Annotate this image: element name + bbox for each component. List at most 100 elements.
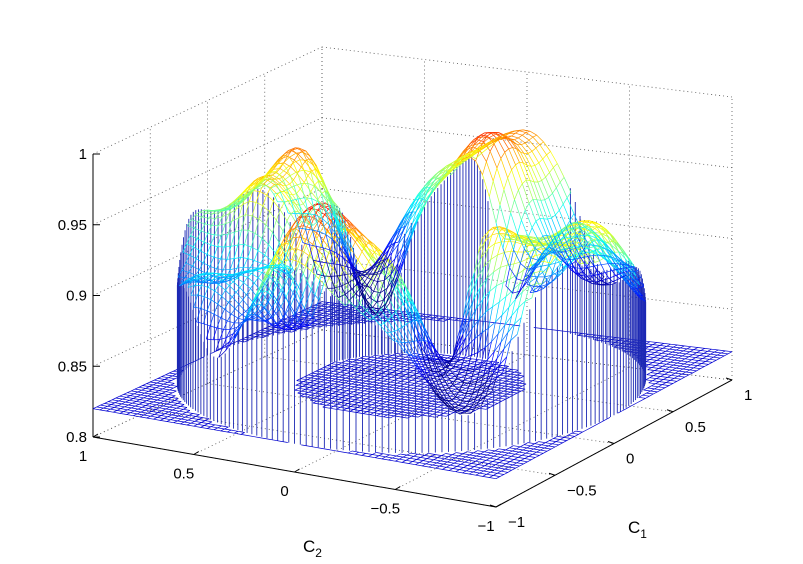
surface-mesh-line — [326, 262, 332, 277]
surface-mesh-line — [290, 200, 296, 214]
surface-mesh-line — [315, 246, 321, 262]
surface-mesh-line — [611, 270, 617, 276]
surface-mesh-line — [314, 180, 319, 186]
surface-mesh-line — [288, 248, 296, 250]
surface-mesh-line — [196, 308, 201, 322]
floor-mesh-line — [638, 396, 646, 399]
surface-mesh-line — [356, 227, 361, 234]
surface-mesh-line — [196, 258, 204, 264]
surface-mesh-line — [495, 204, 501, 224]
surface-mesh-line — [503, 340, 511, 350]
surface-mesh-line — [210, 290, 216, 300]
surface-mesh-line — [238, 273, 243, 276]
surface-mesh-line — [441, 363, 446, 368]
surface-mesh-line — [329, 197, 335, 212]
surface-mesh-line — [464, 401, 470, 408]
surface-mesh-line — [344, 232, 349, 240]
surface-mesh-line — [591, 222, 599, 227]
surface-mesh-line — [247, 246, 252, 259]
surface-mesh-line — [269, 184, 277, 190]
surface-mesh-line — [283, 180, 288, 190]
surface-mesh-line — [319, 219, 324, 227]
surface-mesh-line — [300, 183, 306, 198]
surface-mesh-line — [525, 132, 534, 138]
surface-mesh-line — [376, 309, 382, 315]
surface-mesh-line — [421, 180, 429, 190]
surface-mesh-line — [275, 273, 280, 284]
surface-mesh-line — [405, 220, 410, 235]
surface-mesh-line — [538, 248, 545, 250]
surface-mesh-line — [194, 278, 199, 286]
surface-mesh-line — [397, 341, 405, 352]
surface-mesh-line — [215, 216, 223, 219]
surface-mesh-line — [510, 232, 518, 237]
surface-mesh-line — [308, 213, 313, 231]
surface-mesh-line — [259, 191, 267, 196]
surface-mesh-line — [330, 275, 338, 277]
surface-mesh-line — [536, 199, 541, 201]
surface-mesh-line — [565, 228, 573, 237]
surface-mesh-line — [467, 150, 475, 156]
surface-mesh-line — [522, 162, 531, 181]
surface-mesh-line — [439, 359, 444, 362]
surface-mesh-line — [245, 307, 250, 312]
surface-mesh-line — [409, 341, 414, 343]
surface-mesh-line — [185, 254, 190, 264]
surface-mesh-line — [528, 262, 537, 275]
floor-mesh-line — [428, 452, 516, 469]
surface-mesh-line — [423, 186, 432, 194]
surface-mesh-line — [333, 210, 339, 226]
surface-mesh-line — [554, 236, 562, 253]
surface-mesh-line — [377, 291, 386, 304]
surface-mesh-line — [251, 246, 259, 251]
floor-mesh-line — [646, 374, 681, 380]
surface-mesh-line — [272, 172, 277, 176]
surface-mesh-line — [297, 307, 305, 322]
surface-mesh-line — [524, 203, 530, 211]
surface-mesh-line — [386, 274, 392, 289]
surface-mesh-line — [492, 226, 500, 228]
surface-mesh-line — [236, 322, 242, 328]
surface-mesh-line — [365, 299, 373, 308]
surface-mesh-line — [324, 208, 333, 220]
surface-mesh-line — [426, 186, 434, 194]
surface-mesh-line — [259, 310, 268, 321]
floor-mesh-line — [329, 353, 438, 409]
surface-mesh-line — [476, 257, 482, 279]
surface-mesh-line — [543, 282, 551, 289]
surface-mesh-line — [441, 361, 449, 365]
surface-mesh-line — [507, 169, 512, 179]
surface-mesh-line — [274, 302, 279, 312]
surface-mesh-line — [240, 320, 245, 324]
surface-mesh-line — [527, 153, 536, 166]
surface-mesh-line — [201, 273, 207, 279]
surface-mesh-line — [405, 324, 414, 342]
surface-mesh-line — [507, 177, 515, 200]
floor-mesh-line — [647, 387, 662, 391]
surface-mesh-line — [375, 252, 384, 265]
surface-mesh-line — [491, 333, 499, 342]
surface-mesh-line — [520, 301, 526, 318]
surface-mesh-line — [399, 219, 404, 230]
surface-mesh-line — [306, 262, 315, 283]
surface-mesh-line — [301, 239, 307, 252]
surface-mesh-line — [410, 194, 419, 205]
surface-mesh-line — [224, 308, 232, 315]
surface-mesh-line — [603, 229, 611, 236]
surface-mesh-line — [604, 272, 610, 279]
surface-mesh-line — [218, 284, 226, 291]
surface-mesh-line — [489, 378, 497, 387]
surface-mesh-line — [274, 260, 282, 278]
surface-mesh-line — [569, 213, 575, 221]
surface-mesh-line — [477, 238, 483, 253]
surface-mesh-line — [314, 294, 320, 301]
surface-mesh-line — [590, 255, 595, 267]
surface-mesh-line — [293, 185, 299, 199]
surface-mesh-line — [194, 227, 202, 232]
surface-mesh-line — [401, 278, 406, 288]
surface-mesh-line — [543, 218, 551, 237]
surface-mesh-line — [619, 261, 627, 272]
surface-mesh-line — [391, 243, 400, 254]
surface-mesh-line — [283, 201, 289, 214]
